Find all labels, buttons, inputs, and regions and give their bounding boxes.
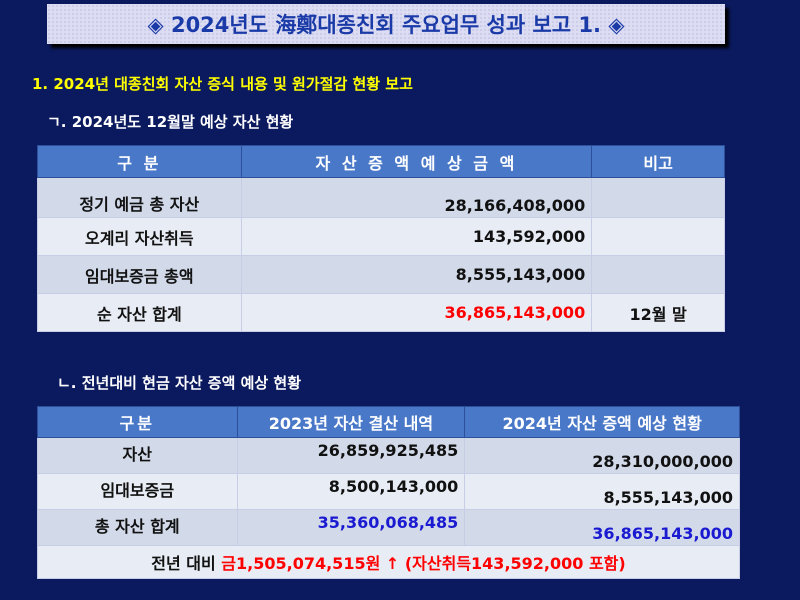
comparison-summary: 전년 대비 금1,505,074,515원 ↑ (자산취득143,592,000… [37, 545, 740, 579]
header-amount: 자 산 증 액 예 상 금 액 [240, 145, 593, 178]
row-2024: 36,865,143,000 [464, 509, 740, 546]
summary-note: (자산취득143,592,000 포함) [399, 554, 626, 573]
row-note [591, 217, 725, 256]
row-label: 임대보증금 총액 [37, 255, 242, 294]
row-label: 정기 예금 총 자산 [37, 177, 242, 218]
row-amount: 143,592,000 [240, 217, 593, 256]
table-row-total: 총 자산 합계 35,360,068,485 36,865,143,000 [37, 509, 740, 546]
page-title: ◈ 2024년도 海鄭대종친회 주요업무 성과 보고 1. ◈ [47, 4, 725, 44]
header-note: 비고 [591, 145, 725, 178]
table-header-row: 구분 2023년 자산 결산 내역 2024년 자산 증액 예상 현황 [37, 406, 740, 438]
header-2023: 2023년 자산 결산 내역 [236, 406, 466, 438]
subsection-heading-1: ㄱ. 2024년도 12월말 예상 자산 현황 [47, 113, 294, 131]
section-heading: 1. 2024년 대종친회 자산 증식 내용 및 원가절감 현황 보고 [32, 75, 413, 93]
row-amount: 8,555,143,000 [240, 255, 593, 294]
row-label: 임대보증금 [37, 473, 238, 510]
summary-label: 전년 대비 [151, 554, 222, 573]
row-label: 순 자산 합계 [37, 293, 242, 332]
asset-comparison-table: 구분 2023년 자산 결산 내역 2024년 자산 증액 예상 현황 자산 2… [37, 406, 740, 579]
row-2023: 26,859,925,485 [236, 437, 466, 474]
table-row: 임대보증금 총액 8,555,143,000 [37, 255, 725, 294]
row-2023: 8,500,143,000 [236, 473, 466, 510]
row-2023: 35,360,068,485 [236, 509, 466, 546]
row-label: 총 자산 합계 [37, 509, 238, 546]
row-label: 자산 [37, 437, 238, 474]
table-footer-row: 전년 대비 금1,505,074,515원 ↑ (자산취득143,592,000… [37, 545, 740, 579]
header-category: 구분 [37, 406, 238, 438]
row-note: 12월 말 [591, 293, 725, 332]
table-header-row: 구 분 자 산 증 액 예 상 금 액 비고 [37, 145, 725, 178]
row-note [591, 255, 725, 294]
row-note [591, 177, 725, 218]
summary-amount: 금1,505,074,515원 ↑ [221, 554, 400, 573]
header-category: 구 분 [37, 145, 242, 178]
table-row: 자산 26,859,925,485 28,310,000,000 [37, 437, 740, 474]
row-amount: 28,166,408,000 [240, 177, 593, 218]
table-row-total: 순 자산 합계 36,865,143,000 12월 말 [37, 293, 725, 332]
table-row: 임대보증금 8,500,143,000 8,555,143,000 [37, 473, 740, 510]
row-label: 오계리 자산취득 [37, 217, 242, 256]
asset-table-2024: 구 분 자 산 증 액 예 상 금 액 비고 정기 예금 총 자산 28,166… [37, 145, 725, 332]
table-row: 오계리 자산취득 143,592,000 [37, 217, 725, 256]
subsection-heading-2: ㄴ. 전년대비 현금 자산 증액 예상 현황 [57, 374, 302, 392]
row-amount: 36,865,143,000 [240, 293, 593, 332]
row-2024: 28,310,000,000 [464, 437, 740, 474]
header-2024: 2024년 자산 증액 예상 현황 [464, 406, 740, 438]
table-row: 정기 예금 총 자산 28,166,408,000 [37, 177, 725, 218]
row-2024: 8,555,143,000 [464, 473, 740, 510]
